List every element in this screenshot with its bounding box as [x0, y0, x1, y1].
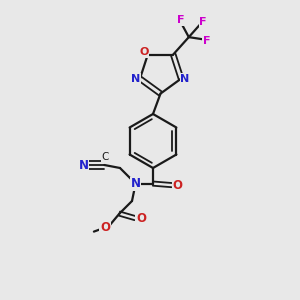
Text: N: N [180, 74, 190, 84]
Text: F: F [203, 36, 211, 46]
Text: O: O [136, 212, 146, 225]
Text: N: N [131, 74, 141, 84]
Text: F: F [200, 17, 207, 27]
Text: F: F [177, 15, 184, 25]
Text: N: N [130, 177, 141, 190]
Text: N: N [78, 158, 88, 172]
Text: O: O [139, 47, 148, 57]
Text: C: C [102, 152, 109, 162]
Text: O: O [100, 221, 110, 234]
Text: O: O [172, 178, 183, 192]
